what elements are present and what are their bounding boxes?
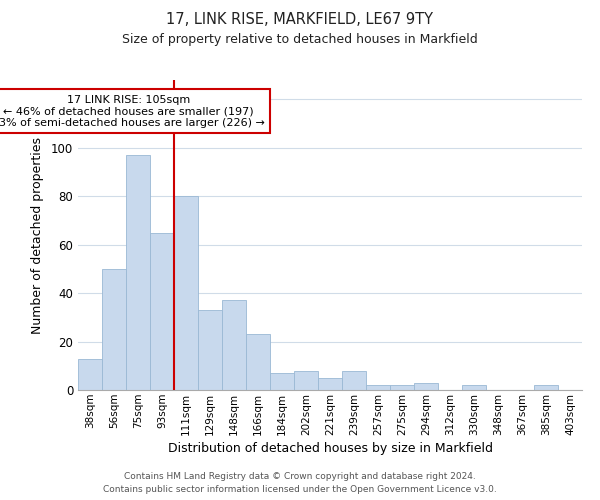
Text: 17, LINK RISE, MARKFIELD, LE67 9TY: 17, LINK RISE, MARKFIELD, LE67 9TY <box>167 12 433 28</box>
Bar <box>462 385 486 390</box>
Bar <box>414 382 438 390</box>
Bar <box>198 310 222 390</box>
Text: Contains public sector information licensed under the Open Government Licence v3: Contains public sector information licen… <box>103 485 497 494</box>
Bar <box>102 269 126 390</box>
Text: Contains HM Land Registry data © Crown copyright and database right 2024.: Contains HM Land Registry data © Crown c… <box>124 472 476 481</box>
Bar <box>318 378 342 390</box>
Bar <box>174 196 198 390</box>
Text: 17 LINK RISE: 105sqm
← 46% of detached houses are smaller (197)
53% of semi-deta: 17 LINK RISE: 105sqm ← 46% of detached h… <box>0 94 265 128</box>
X-axis label: Distribution of detached houses by size in Markfield: Distribution of detached houses by size … <box>167 442 493 455</box>
Bar <box>342 370 366 390</box>
Bar <box>126 155 150 390</box>
Y-axis label: Number of detached properties: Number of detached properties <box>31 136 44 334</box>
Bar <box>294 370 318 390</box>
Bar <box>78 358 102 390</box>
Bar <box>246 334 270 390</box>
Bar <box>150 232 174 390</box>
Text: Size of property relative to detached houses in Markfield: Size of property relative to detached ho… <box>122 32 478 46</box>
Bar <box>270 373 294 390</box>
Bar <box>534 385 558 390</box>
Bar <box>366 385 390 390</box>
Bar <box>390 385 414 390</box>
Bar <box>222 300 246 390</box>
